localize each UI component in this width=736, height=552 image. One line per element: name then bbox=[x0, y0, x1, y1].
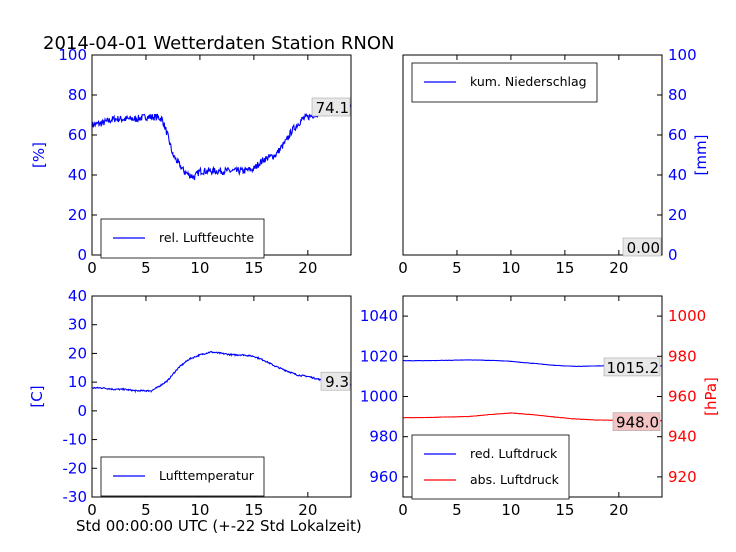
x-tick-label: 0 bbox=[398, 501, 408, 519]
y-tick-label: -30 bbox=[63, 488, 88, 506]
figure-xlabel: Std 00:00:00 UTC (+-22 Std Lokalzeit) bbox=[76, 517, 362, 535]
y-axis-label: [C] bbox=[28, 385, 46, 407]
last-value-box bbox=[622, 237, 662, 257]
y-tick-label: 40 bbox=[68, 166, 87, 184]
humidity-series-line bbox=[91, 102, 352, 181]
legend-label: abs. Luftdruck bbox=[470, 472, 560, 487]
y-tick-label: 100 bbox=[668, 46, 697, 64]
y-tick-label: 20 bbox=[68, 344, 87, 362]
y-tick-label: 60 bbox=[668, 126, 687, 144]
last-value-box bbox=[311, 97, 351, 117]
x-tick-label: 5 bbox=[141, 259, 151, 277]
figure-title: 2014-04-01 Wetterdaten Station RNON bbox=[43, 33, 394, 54]
y-tick-label: 0 bbox=[77, 246, 87, 264]
x-tick-label: 20 bbox=[298, 501, 317, 519]
last-value-label: 0.00 bbox=[627, 239, 660, 257]
humidity-panel: 0 5 10 15 20 0 20 40 60 80 100 [%] rel. Luftfeuchte 7… bbox=[30, 46, 352, 277]
x-tick-label: 20 bbox=[609, 259, 628, 277]
x-tick-label: 10 bbox=[190, 259, 209, 277]
y-axis-label: [mm] bbox=[692, 135, 710, 176]
legend-label: rel. Luftfeuchte bbox=[159, 230, 254, 245]
y-tick-label: 960 bbox=[369, 468, 398, 486]
y-tick-label: 40 bbox=[668, 166, 687, 184]
legend-box bbox=[411, 434, 570, 500]
x-tick-label: 15 bbox=[555, 259, 574, 277]
y-tick-label: 80 bbox=[68, 86, 87, 104]
last-value-box bbox=[612, 412, 661, 431]
last-value-box bbox=[320, 371, 351, 391]
temperature-panel: 0 5 10 15 20 -30 -20 -10 0 10 20 30 40 [C] Lufttempera… bbox=[28, 287, 352, 519]
y-tick-label: 1000 bbox=[360, 388, 398, 406]
y-tick-label: 10 bbox=[68, 373, 87, 391]
y-tick-label: 80 bbox=[668, 86, 687, 104]
x-tick-label: 15 bbox=[244, 259, 263, 277]
y-tick-label: 0 bbox=[668, 246, 678, 264]
x-tick-label: 0 bbox=[398, 259, 408, 277]
pressure-panel: 0 5 10 15 20 960 980 1000 1020 1040 920 940 960 980 10… bbox=[360, 295, 720, 519]
x-tick-label: 15 bbox=[555, 501, 574, 519]
x-tick-label: 0 bbox=[87, 501, 97, 519]
temperature-series-line bbox=[91, 350, 352, 394]
last-value-label: 74.1 bbox=[316, 99, 349, 117]
last-value-label: 9.3 bbox=[325, 373, 349, 391]
y-tick-label: 940 bbox=[668, 428, 697, 446]
x-tick-label: 10 bbox=[501, 501, 520, 519]
x-tick-label: 20 bbox=[298, 259, 317, 277]
x-tick-label: 20 bbox=[609, 501, 628, 519]
legend-label: red. Luftdruck bbox=[470, 446, 558, 461]
x-tick-label: 15 bbox=[244, 501, 263, 519]
last-value-label: 1015.2 bbox=[607, 359, 660, 377]
plot-frame bbox=[91, 295, 352, 498]
y-tick-label: 980 bbox=[369, 428, 398, 446]
y-tick-label: -20 bbox=[63, 459, 88, 477]
legend-label: Lufttemperatur bbox=[159, 468, 255, 483]
precipitation-panel: 0 5 10 15 20 0 20 40 60 80 100 [mm] kum. Niederschla… bbox=[398, 46, 710, 277]
x-tick-label: 5 bbox=[452, 259, 462, 277]
y-tick-label: 0 bbox=[77, 402, 87, 420]
y-tick-label: 960 bbox=[668, 388, 697, 406]
y-tick-label: 980 bbox=[668, 347, 697, 365]
y-tick-label: 1000 bbox=[668, 307, 706, 325]
y-tick-label: -10 bbox=[63, 431, 88, 449]
last-value-box bbox=[603, 357, 661, 377]
y-tick-label: 1020 bbox=[360, 347, 398, 365]
y-tick-label: 60 bbox=[68, 126, 87, 144]
x-tick-label: 5 bbox=[452, 501, 462, 519]
x-tick-label: 10 bbox=[501, 259, 520, 277]
last-value-label: 948.0 bbox=[616, 414, 659, 432]
y-axis-label: [%] bbox=[30, 142, 48, 168]
legend-label: kum. Niederschlag bbox=[470, 74, 587, 89]
y-tick-label: 20 bbox=[668, 206, 687, 224]
x-tick-label: 0 bbox=[87, 259, 97, 277]
y-tick-label: 40 bbox=[68, 287, 87, 305]
y-tick-label: 30 bbox=[68, 316, 87, 334]
y-tick-label: 100 bbox=[58, 46, 87, 64]
x-tick-label: 10 bbox=[190, 501, 209, 519]
y-axis-label: [hPa] bbox=[702, 377, 720, 416]
x-tick-label: 5 bbox=[141, 501, 151, 519]
y-tick-label: 1040 bbox=[360, 307, 398, 325]
y-tick-label: 20 bbox=[68, 206, 87, 224]
y-tick-label: 920 bbox=[668, 468, 697, 486]
plot-frame bbox=[402, 54, 663, 256]
